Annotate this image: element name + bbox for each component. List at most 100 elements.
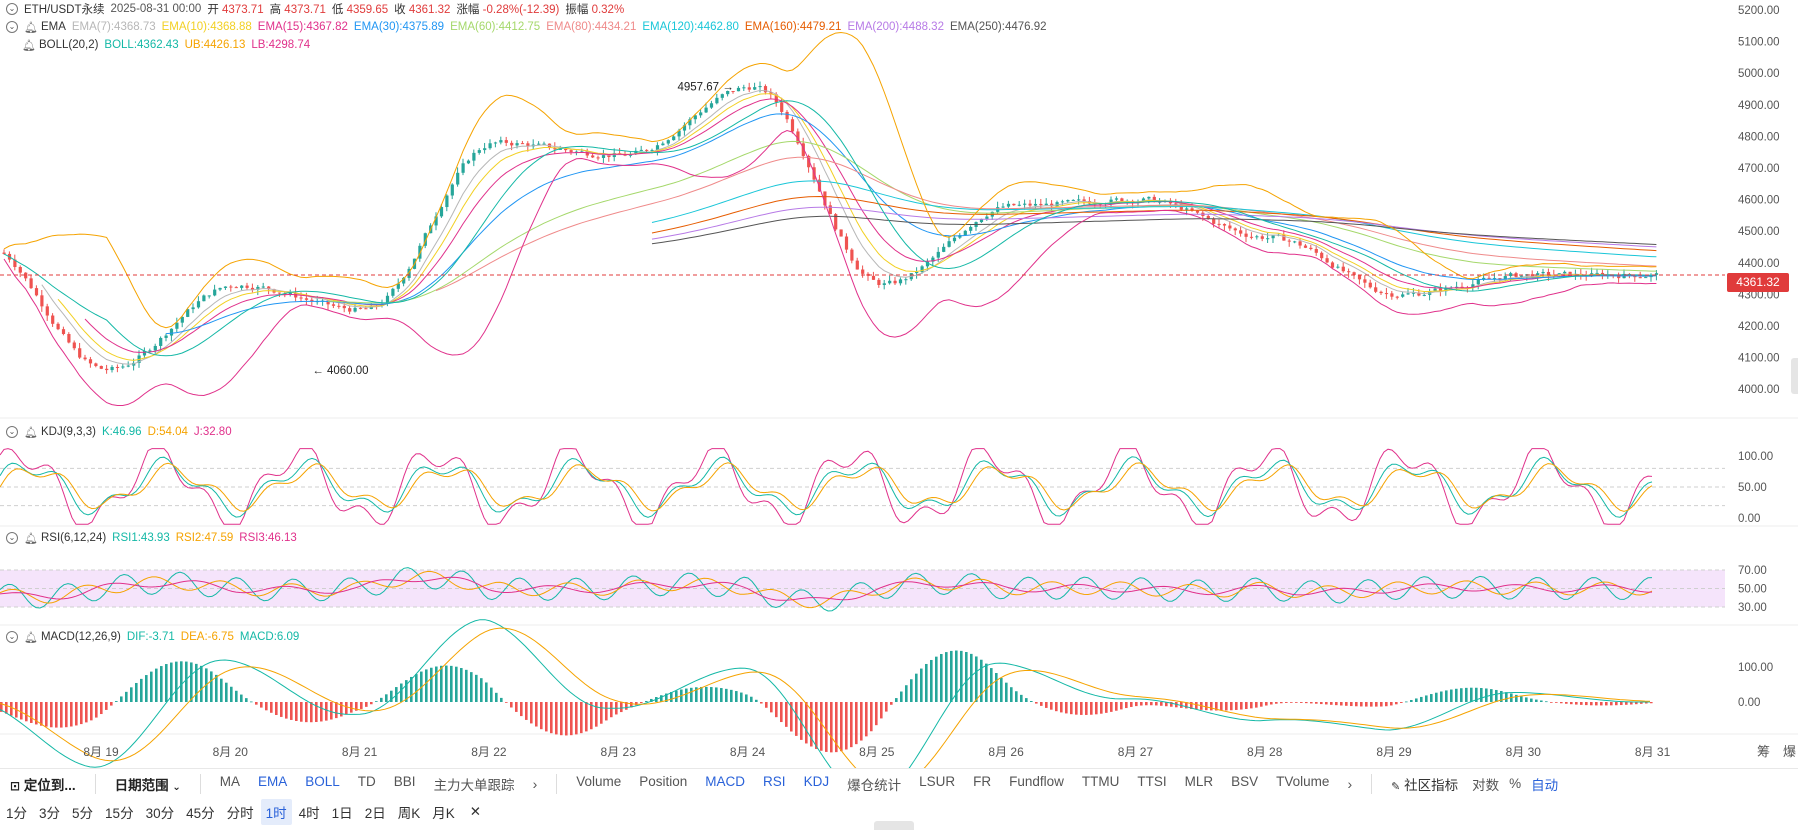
indicator-sub-0[interactable]: Volume [576, 773, 622, 789]
log-scale-toggle[interactable]: 对数 [1472, 777, 1500, 793]
indicator-sub-9[interactable]: TTMU [1081, 773, 1120, 789]
kdj-legend-title[interactable]: KDJ(9,3,3) [40, 426, 96, 438]
rsi-legend-title[interactable]: RSI(6,12,24) [40, 532, 107, 544]
percent-scale-toggle[interactable]: % [1509, 776, 1522, 791]
bell-icon[interactable]: 🔔︎ [24, 532, 38, 545]
macd-histogram-bar [425, 669, 428, 702]
indicator-main-5[interactable]: 主力大单跟踪 [433, 777, 515, 793]
timeframe-7[interactable]: 1时 [260, 799, 292, 825]
indicator-sub-5[interactable]: 爆仓统计 [847, 777, 902, 793]
collapse-chevron-icon[interactable]: ⌄ [6, 631, 18, 643]
chevron-right-icon[interactable]: › [532, 775, 538, 792]
bell-icon[interactable]: 🔔︎ [24, 21, 38, 34]
indicator-sub-3[interactable]: RSI [763, 773, 786, 789]
indicator-main-4[interactable]: BBI [393, 773, 416, 789]
candle-body [1239, 230, 1243, 234]
rsi-value-2: RSI3:46.13 [239, 532, 297, 544]
candle-body [1357, 275, 1362, 280]
macd-histogram-bar [1185, 702, 1188, 709]
timeframe-8[interactable]: 4时 [298, 806, 320, 821]
timeframe-1[interactable]: 3分 [39, 806, 61, 821]
chevron-right-icon[interactable]: › [1347, 775, 1353, 792]
community-indicators-button[interactable]: ✎ 社区指标 [1391, 777, 1459, 793]
timeframe-2[interactable]: 5分 [72, 806, 94, 821]
macd-histogram-bar [870, 702, 873, 732]
bell-icon[interactable]: 🔔︎ [24, 426, 38, 439]
candle-body [639, 149, 643, 151]
candle-body [1222, 224, 1227, 226]
auto-scale-toggle[interactable]: 自动 [1531, 777, 1559, 793]
candle-body [504, 140, 508, 143]
indicator-main-0[interactable]: MA [219, 773, 240, 789]
candle-body [326, 300, 330, 305]
macd-legend-title[interactable]: MACD(12,26,9) [40, 631, 121, 643]
x-axis-label: 8月 22 [471, 745, 507, 759]
macd-histogram-bar [1645, 702, 1648, 704]
indicator-sub-12[interactable]: BSV [1231, 773, 1259, 789]
rsi1-line [0, 567, 1653, 612]
macd-histogram-bar [60, 702, 63, 728]
macd-histogram-bar [1515, 694, 1518, 702]
date-range-dropdown[interactable]: 日期范围 ⌄ [114, 777, 181, 793]
indicator-sub-7[interactable]: FR [973, 773, 992, 789]
candle-body [148, 350, 152, 352]
timeframe-10[interactable]: 2日 [364, 806, 386, 821]
indicator-sub-1[interactable]: Position [639, 773, 688, 789]
candle-body [1395, 296, 1399, 298]
timeframe-5[interactable]: 45分 [186, 806, 215, 821]
indicator-main-2[interactable]: BOLL [305, 773, 340, 789]
collapse-chevron-icon[interactable]: ⌄ [6, 3, 18, 15]
indicator-sub-2[interactable]: MACD [705, 773, 746, 789]
bell-icon[interactable]: 🔔︎ [22, 39, 36, 52]
timeframe-4[interactable]: 30分 [145, 806, 175, 821]
resize-handle[interactable] [874, 821, 914, 830]
macd-histogram-bar [1000, 677, 1003, 702]
close-icon[interactable]: ✕ [469, 804, 482, 819]
ema-legend-title[interactable]: EMA [40, 21, 66, 33]
locate-button[interactable]: ⊡ 定位到... [10, 777, 76, 793]
bell-icon[interactable]: 🔔︎ [24, 631, 38, 644]
indicator-main-3[interactable]: TD [357, 773, 376, 789]
candle-body [1282, 234, 1286, 241]
candle-body [985, 216, 989, 220]
collapse-chevron-icon[interactable]: ⌄ [6, 532, 18, 544]
macd-histogram-bar [820, 702, 823, 751]
timeframe-9[interactable]: 1日 [331, 806, 353, 821]
right-panel-handle[interactable] [1791, 358, 1798, 394]
collapse-chevron-icon[interactable]: ⌄ [6, 426, 18, 438]
x-axis-label: 8月 31 [1635, 745, 1671, 759]
candle-body [477, 150, 481, 153]
macd-histogram-bar [1495, 689, 1498, 702]
macd-histogram-bar [1550, 702, 1553, 703]
corner-label[interactable]: 爆 [1783, 744, 1796, 759]
indicator-sub-13[interactable]: TVolume [1276, 773, 1330, 789]
indicator-sub-11[interactable]: MLR [1184, 773, 1214, 789]
symbol-label[interactable]: ETH/USDT永续 [24, 4, 105, 16]
indicator-main-1[interactable]: EMA [258, 773, 288, 789]
timeframe-3[interactable]: 15分 [105, 806, 134, 821]
chart-canvas[interactable]: 5200.00 5100.00 5000.00 4900.00 4800.00 4700.… [0, 0, 1798, 768]
indicator-sub-6[interactable]: LSUR [919, 773, 956, 789]
macd-histogram-bar [1555, 702, 1558, 703]
macd-histogram-bar [295, 702, 298, 721]
candle-body [677, 130, 681, 137]
boll-legend-title[interactable]: BOLL(20,2) [38, 39, 99, 51]
collapse-chevron-icon[interactable]: ⌄ [6, 21, 18, 33]
indicator-sub-10[interactable]: TTSI [1137, 773, 1167, 789]
candle-body [1287, 240, 1291, 242]
timeframe-12[interactable]: 月K [432, 806, 455, 821]
macd-histogram-bar [310, 702, 313, 723]
indicator-sub-8[interactable]: Fundflow [1009, 773, 1064, 789]
timeframe-0[interactable]: 1分 [6, 806, 28, 821]
macd-histogram-bar [1640, 702, 1643, 704]
timeframe-6[interactable]: 分时 [226, 806, 254, 821]
macd-histogram-bar [885, 702, 888, 712]
candle-body [763, 86, 768, 93]
macd-histogram-bar [605, 702, 608, 721]
timeframe-11[interactable]: 周K [397, 806, 421, 821]
macd-histogram-bar [25, 702, 28, 722]
corner-label[interactable]: 筹 [1757, 744, 1770, 759]
indicator-sub-4[interactable]: KDJ [803, 773, 830, 789]
candle-body [1050, 203, 1054, 207]
x-axis-label: 8月 30 [1506, 745, 1542, 759]
